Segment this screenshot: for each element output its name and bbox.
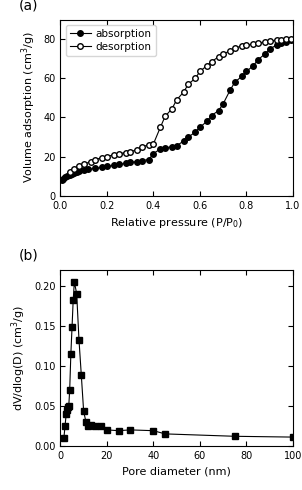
absorption xyxy=(228,87,232,93)
desorption xyxy=(105,154,109,160)
absorption xyxy=(135,159,139,165)
Text: (a): (a) xyxy=(18,0,38,13)
desorption xyxy=(152,141,155,147)
absorption xyxy=(105,164,109,170)
desorption xyxy=(275,37,278,43)
absorption xyxy=(252,63,255,69)
absorption xyxy=(182,138,185,144)
absorption xyxy=(245,69,248,74)
desorption xyxy=(72,167,76,172)
absorption xyxy=(86,167,90,172)
desorption xyxy=(135,147,139,153)
Y-axis label: Volume adsorption (cm$^3$/g): Volume adsorption (cm$^3$/g) xyxy=(19,32,38,183)
desorption xyxy=(175,97,178,103)
desorption xyxy=(210,59,213,65)
absorption xyxy=(147,157,151,163)
Y-axis label: dV/dlog(D) (cm$^3$/g): dV/dlog(D) (cm$^3$/g) xyxy=(10,305,28,411)
desorption xyxy=(94,157,97,163)
Text: (b): (b) xyxy=(18,249,38,263)
absorption xyxy=(289,37,292,43)
absorption xyxy=(82,168,85,173)
absorption xyxy=(101,165,104,171)
desorption xyxy=(187,81,190,87)
desorption xyxy=(170,106,174,112)
absorption xyxy=(198,124,202,130)
absorption xyxy=(66,173,69,179)
absorption xyxy=(124,161,127,167)
absorption xyxy=(117,162,120,168)
desorption xyxy=(182,89,185,95)
desorption xyxy=(140,144,144,150)
desorption xyxy=(217,54,220,60)
absorption xyxy=(128,160,132,166)
absorption xyxy=(61,176,65,182)
desorption xyxy=(205,63,209,69)
absorption xyxy=(152,151,155,157)
desorption xyxy=(112,152,116,158)
desorption xyxy=(245,42,248,48)
absorption xyxy=(77,169,81,174)
desorption xyxy=(221,51,225,57)
absorption xyxy=(68,172,72,178)
desorption xyxy=(124,150,127,156)
desorption xyxy=(68,170,72,175)
desorption xyxy=(82,162,85,168)
Legend: absorption, desorption: absorption, desorption xyxy=(66,25,156,56)
Line: desorption: desorption xyxy=(67,36,293,175)
absorption xyxy=(256,57,260,63)
desorption xyxy=(163,114,167,120)
desorption xyxy=(284,36,288,42)
absorption xyxy=(170,144,174,150)
absorption xyxy=(221,101,225,107)
absorption xyxy=(240,74,244,79)
absorption xyxy=(75,170,79,175)
X-axis label: Relative pressure (P/P$_0$): Relative pressure (P/P$_0$) xyxy=(110,216,243,230)
absorption xyxy=(72,171,76,176)
desorption xyxy=(101,155,104,161)
absorption xyxy=(280,40,283,46)
absorption xyxy=(268,46,271,52)
desorption xyxy=(252,41,255,47)
desorption xyxy=(233,45,237,51)
desorption xyxy=(117,151,120,157)
desorption xyxy=(194,75,197,81)
absorption xyxy=(194,129,197,135)
desorption xyxy=(256,40,260,46)
desorption xyxy=(147,142,151,148)
desorption xyxy=(268,38,271,44)
desorption xyxy=(280,37,283,43)
absorption xyxy=(263,51,267,57)
desorption xyxy=(128,149,132,155)
absorption xyxy=(210,113,213,119)
absorption xyxy=(163,145,167,151)
desorption xyxy=(159,124,162,130)
desorption xyxy=(89,159,92,165)
absorption xyxy=(275,42,278,48)
desorption xyxy=(263,39,267,45)
absorption xyxy=(70,172,74,177)
absorption xyxy=(175,143,178,149)
absorption xyxy=(94,166,97,171)
absorption xyxy=(63,174,67,180)
absorption xyxy=(60,177,63,183)
desorption xyxy=(77,164,81,170)
desorption xyxy=(240,43,244,49)
Line: absorption: absorption xyxy=(59,37,293,183)
X-axis label: Pore diameter (nm): Pore diameter (nm) xyxy=(122,466,231,476)
desorption xyxy=(289,36,292,42)
absorption xyxy=(205,119,209,124)
absorption xyxy=(233,79,237,85)
absorption xyxy=(284,39,288,45)
absorption xyxy=(217,108,220,114)
desorption xyxy=(198,69,202,74)
absorption xyxy=(112,163,116,169)
absorption xyxy=(187,134,190,140)
absorption xyxy=(140,158,144,164)
desorption xyxy=(228,48,232,54)
absorption xyxy=(159,146,162,152)
